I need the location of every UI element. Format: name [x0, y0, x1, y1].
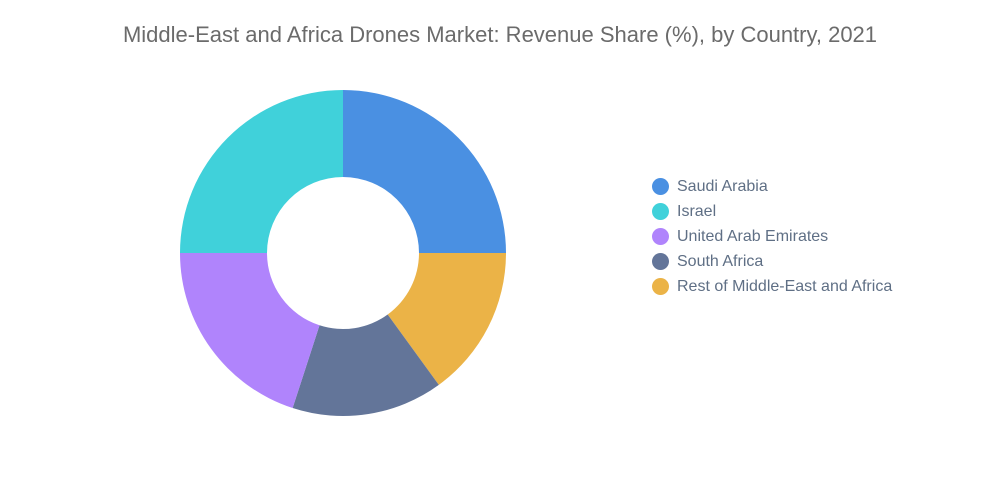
donut-slice-south-africa [292, 314, 439, 416]
legend-item-saudi-arabia: Saudi Arabia [652, 174, 892, 199]
donut-slice-rest-of-middle-east-and-africa [387, 253, 506, 385]
legend-swatch-israel [652, 203, 669, 220]
legend-item-united-arab-emirates: United Arab Emirates [652, 224, 892, 249]
legend-item-south-africa: South Africa [652, 249, 892, 274]
legend-swatch-united-arab-emirates [652, 228, 669, 245]
legend-swatch-rest-of-middle-east-and-africa [652, 278, 669, 295]
donut-slice-saudi-arabia [343, 90, 506, 253]
donut-slice-united-arab-emirates [180, 253, 320, 409]
legend-item-israel: Israel [652, 199, 892, 224]
donut-slice-israel [180, 90, 343, 253]
legend-label-south-africa: South Africa [677, 252, 764, 270]
chart-title: Middle-East and Africa Drones Market: Re… [122, 22, 878, 47]
legend-swatch-saudi-arabia [652, 178, 669, 195]
legend-label-united-arab-emirates: United Arab Emirates [677, 227, 829, 245]
legend-item-rest-of-middle-east-and-africa: Rest of Middle-East and Africa [652, 274, 892, 299]
legend-swatch-south-africa [652, 253, 669, 270]
legend-label-saudi-arabia: Saudi Arabia [677, 177, 768, 195]
chart-legend: Saudi Arabia Israel United Arab Emirates So… [652, 174, 892, 299]
legend-label-rest-of-middle-east-and-africa: Rest of Middle-East and Africa [677, 277, 893, 295]
legend-label-israel: Israel [677, 202, 717, 220]
